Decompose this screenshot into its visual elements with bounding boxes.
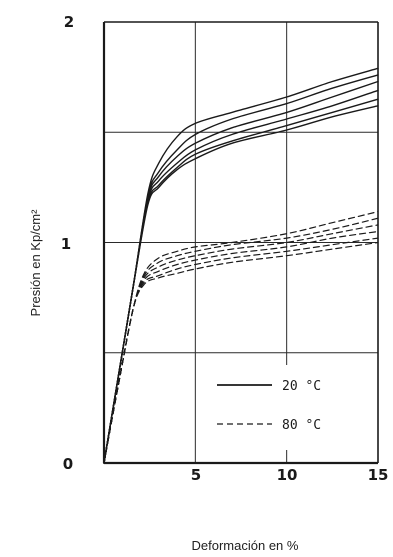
x-tick-label-15: 15 [368,466,389,484]
x-tick-label-10: 10 [277,466,298,484]
series-80c-line-6 [103,241,379,464]
legend-label-20c: 20 °C [282,379,321,394]
y-tick-label-0: 0 [63,455,73,473]
legend-box [212,365,372,450]
x-tick-label-5: 5 [191,466,201,484]
y-tick-labels: 0 1 2 [61,13,74,473]
y-tick-label-2: 2 [64,13,74,31]
x-axis-label: Deformación en % [192,538,299,553]
y-axis-label: Presión en Kp/cm² [28,209,43,317]
x-tick-labels: 5 10 15 [191,466,389,484]
series-20c-line-6 [103,105,379,464]
legend-label-80c: 80 °C [282,418,321,433]
y-tick-label-1: 1 [61,235,71,253]
series-layer [103,67,379,464]
legend: 20 °C 80 °C [212,365,372,450]
grid-lines [104,22,378,463]
series-80c-line-5 [103,237,379,464]
axes [102,21,379,465]
